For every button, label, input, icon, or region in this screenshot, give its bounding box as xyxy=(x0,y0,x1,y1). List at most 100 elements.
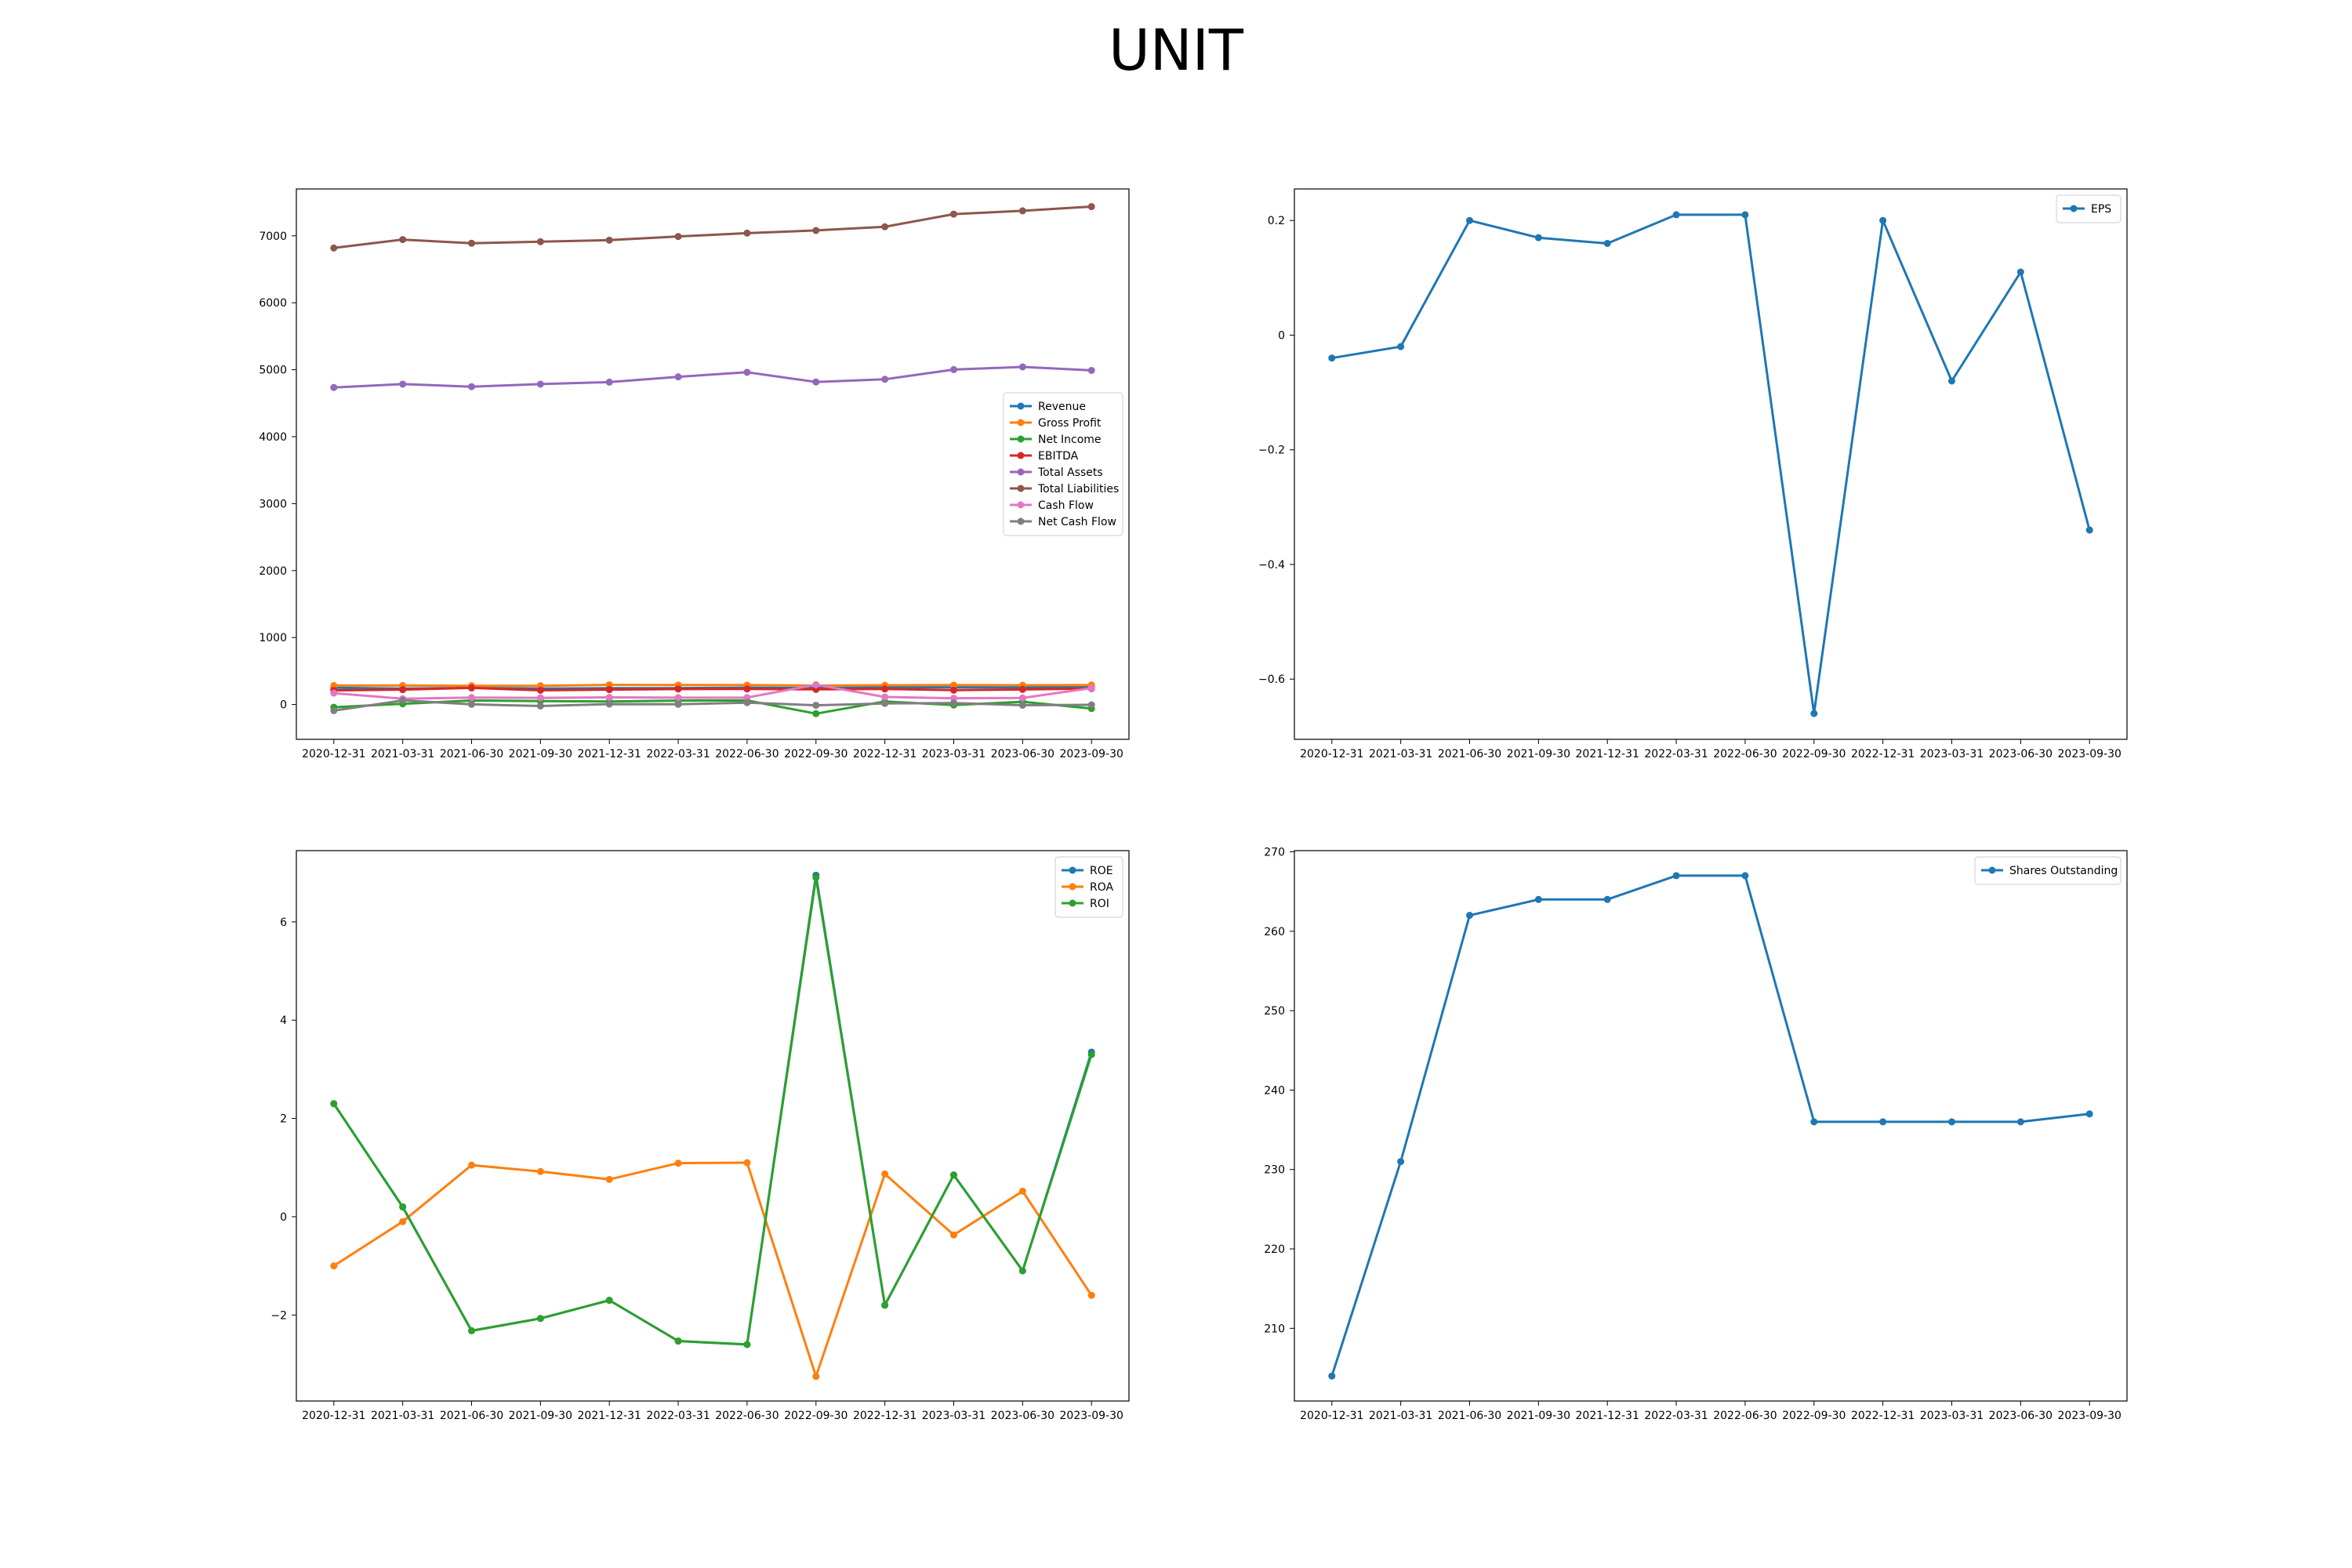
data-point xyxy=(399,1218,407,1225)
x-tick-label: 2023-09-30 xyxy=(2058,748,2122,760)
data-point xyxy=(1397,343,1405,350)
data-point xyxy=(468,684,476,691)
x-tick-label: 2023-06-30 xyxy=(1989,748,2053,760)
y-tick-label: 4 xyxy=(280,1014,287,1027)
data-point xyxy=(674,700,682,708)
data-point xyxy=(674,1160,682,1167)
data-point xyxy=(1018,694,1026,702)
data-point xyxy=(812,702,820,710)
data-point xyxy=(605,693,613,701)
x-tick-label: 2021-06-30 xyxy=(1438,1410,1501,1422)
x-tick-label: 2022-12-31 xyxy=(1851,748,1915,760)
data-point xyxy=(605,236,613,244)
data-point xyxy=(1018,1187,1026,1195)
x-tick-label: 2023-03-31 xyxy=(922,748,985,760)
data-point xyxy=(1328,354,1336,362)
x-tick-label: 2022-06-30 xyxy=(715,1410,779,1422)
data-point xyxy=(812,1373,820,1381)
data-point xyxy=(949,695,957,702)
figure-title: UNIT xyxy=(1109,17,1243,83)
data-point xyxy=(812,873,820,881)
y-tick-label: 0 xyxy=(280,699,287,712)
data-point xyxy=(1879,216,1887,224)
data-point xyxy=(812,710,820,717)
x-tick-label: 2021-06-30 xyxy=(440,1410,503,1422)
x-tick-label: 2022-09-30 xyxy=(784,748,848,760)
data-point xyxy=(812,227,820,234)
x-tick-label: 2022-06-30 xyxy=(1713,748,1777,760)
legend-label: ROA xyxy=(1090,881,1114,894)
data-point xyxy=(605,378,613,386)
legend: Revenue Gross Profit Net Income EBITDA Total… xyxy=(1003,392,1123,536)
x-tick-label: 2020-12-31 xyxy=(1300,1410,1363,1422)
x-tick-label: 2023-06-30 xyxy=(991,1410,1054,1422)
data-point xyxy=(468,1327,476,1334)
x-tick-label: 2021-12-31 xyxy=(578,1410,641,1422)
data-point xyxy=(743,1159,751,1167)
x-tick-label: 2021-12-31 xyxy=(1576,748,1639,760)
legend-label: Net Cash Flow xyxy=(1038,516,1116,528)
data-point xyxy=(1810,710,1818,717)
data-point xyxy=(1534,234,1542,241)
data-point xyxy=(881,223,889,230)
data-point xyxy=(1397,1158,1405,1166)
data-point xyxy=(330,244,338,252)
data-point xyxy=(468,239,476,247)
x-tick-label: 2021-03-31 xyxy=(371,1410,434,1422)
series-line xyxy=(333,686,1092,692)
x-tick-label: 2022-03-31 xyxy=(646,1410,710,1422)
data-point xyxy=(536,380,544,388)
data-point xyxy=(1741,872,1749,880)
x-tick-label: 2023-03-31 xyxy=(1920,1410,1984,1422)
legend-label: EBITDA xyxy=(1038,450,1079,463)
legend-label: EPS xyxy=(2091,203,2111,216)
plot-frame xyxy=(1294,850,2128,1402)
x-tick-label: 2022-09-30 xyxy=(1782,748,1846,760)
legend-swatch-marker xyxy=(1017,501,1025,509)
data-point xyxy=(881,699,889,707)
data-point xyxy=(605,700,613,708)
plot-frame xyxy=(296,850,1130,1402)
data-point xyxy=(1947,1118,1955,1126)
data-point xyxy=(536,1167,544,1175)
data-point xyxy=(1466,912,1474,920)
x-tick-label: 2022-12-31 xyxy=(853,1410,916,1422)
y-tick-label: −0.2 xyxy=(1258,445,1285,457)
data-point xyxy=(1947,377,1955,385)
data-point xyxy=(881,1170,889,1178)
data-point xyxy=(330,1100,338,1108)
y-tick-label: 0 xyxy=(280,1211,287,1224)
data-point xyxy=(949,210,957,218)
data-point xyxy=(1087,684,1095,692)
data-point xyxy=(743,694,751,702)
legend-label: Net Income xyxy=(1038,434,1102,446)
legend-label: Shares Outstanding xyxy=(2009,865,2118,877)
data-point xyxy=(1466,216,1474,224)
legend-swatch-marker xyxy=(1017,435,1025,443)
x-tick-label: 2021-09-30 xyxy=(509,748,572,760)
data-point xyxy=(674,685,682,693)
legend-swatch-marker xyxy=(1069,899,1076,907)
data-point xyxy=(949,365,957,373)
x-tick-label: 2021-09-30 xyxy=(509,1410,572,1422)
y-tick-label: 4000 xyxy=(259,431,287,444)
x-tick-label: 2023-03-31 xyxy=(1920,748,1984,760)
x-tick-label: 2021-09-30 xyxy=(1507,1410,1570,1422)
x-tick-label: 2022-03-31 xyxy=(1644,748,1708,760)
y-tick-label: 6000 xyxy=(259,297,287,310)
x-tick-label: 2022-03-31 xyxy=(646,748,710,760)
data-point xyxy=(605,1175,613,1183)
data-point xyxy=(1087,701,1095,709)
series-line xyxy=(333,699,1092,712)
legend-label: Total Assets xyxy=(1037,466,1103,479)
y-tick-label: −2 xyxy=(270,1309,287,1322)
data-point xyxy=(1018,363,1026,371)
data-point xyxy=(674,1338,682,1345)
data-point xyxy=(468,1161,476,1169)
y-tick-label: 260 xyxy=(1264,926,1285,938)
legend-swatch-marker xyxy=(1069,883,1076,891)
data-point xyxy=(2085,526,2093,534)
data-point xyxy=(605,686,613,694)
legend-swatch-marker xyxy=(2070,205,2078,212)
